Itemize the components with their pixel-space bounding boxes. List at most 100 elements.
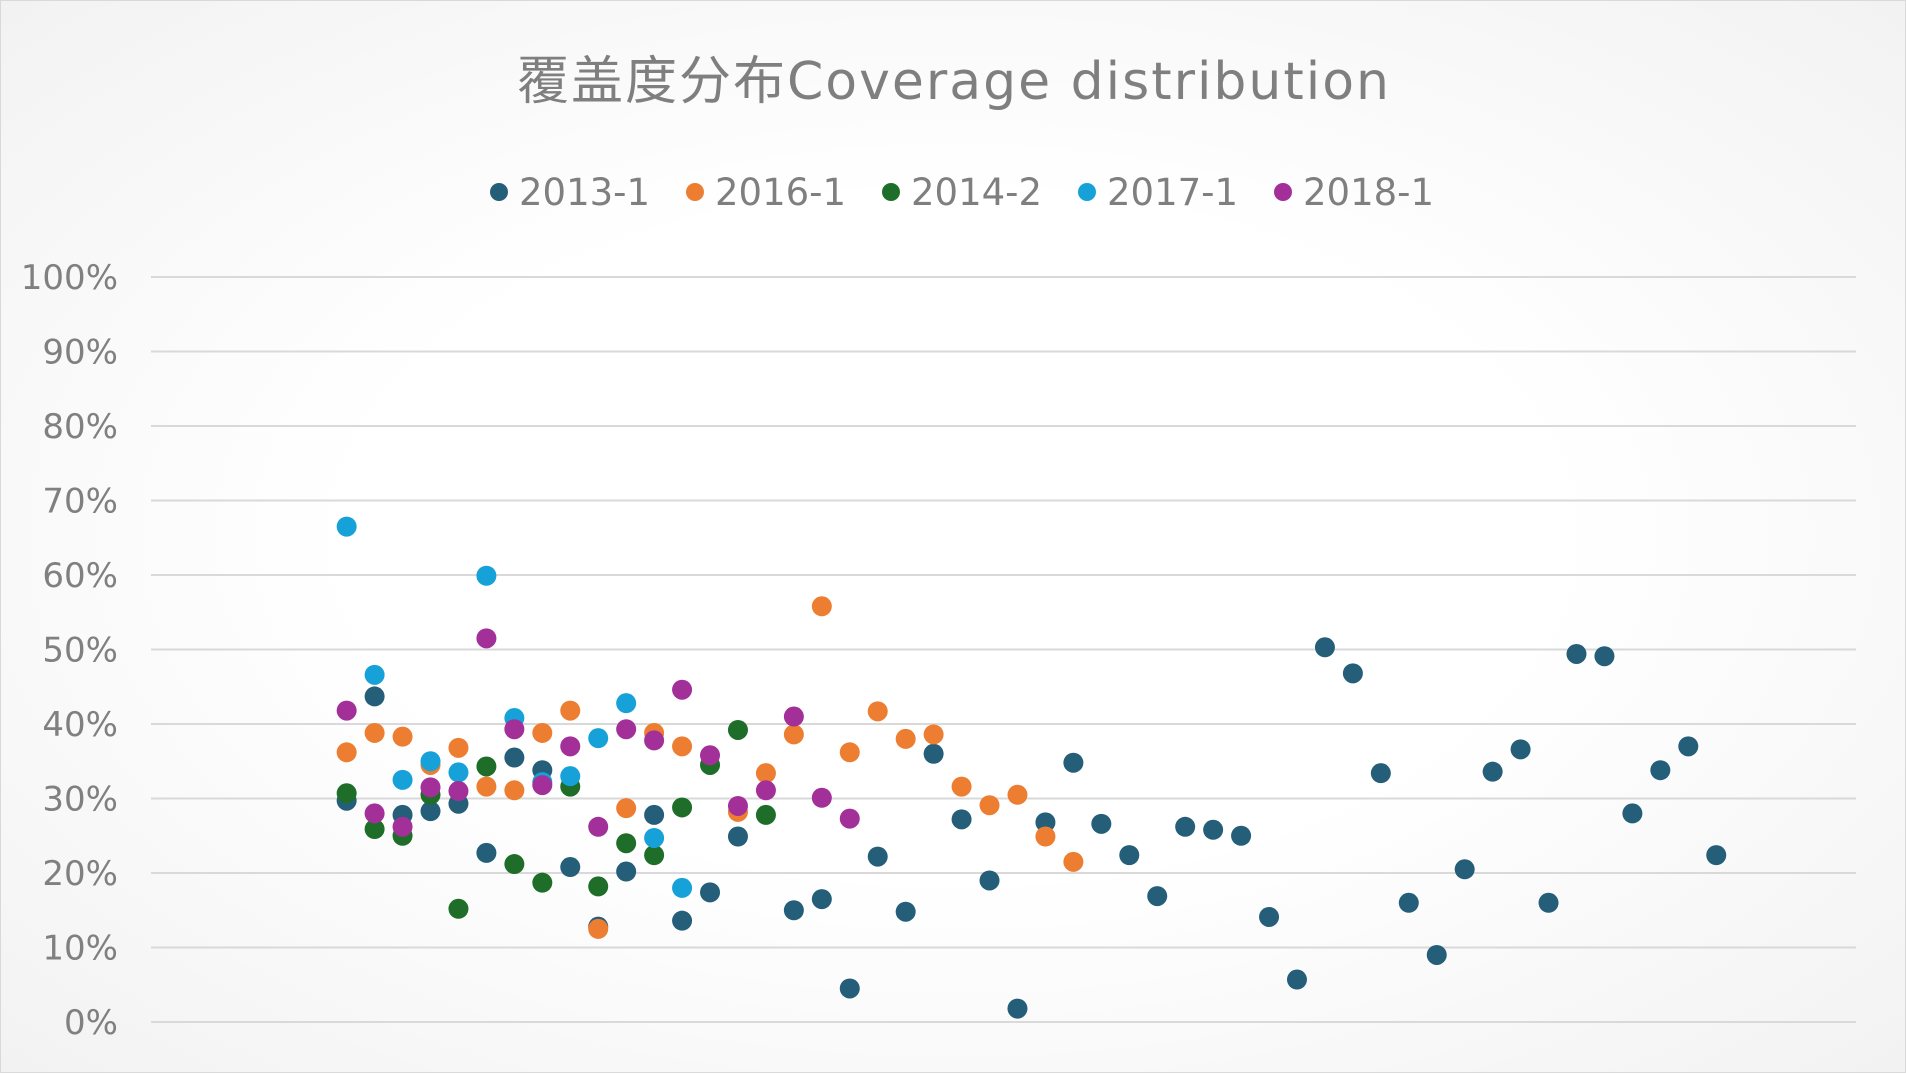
legend-marker bbox=[686, 183, 704, 201]
data-point bbox=[867, 846, 888, 867]
data-point bbox=[672, 679, 693, 700]
data-point bbox=[1203, 819, 1224, 840]
data-point bbox=[951, 809, 972, 830]
data-point bbox=[727, 826, 748, 847]
chart-title: 覆盖度分布Coverage distribution bbox=[517, 52, 1391, 112]
data-point bbox=[867, 701, 888, 722]
legend-item: 2014-2 bbox=[882, 171, 1042, 214]
data-point bbox=[588, 876, 609, 897]
data-point bbox=[1007, 784, 1028, 805]
y-tick-label: 100% bbox=[21, 258, 118, 298]
legend-label: 2018-1 bbox=[1303, 171, 1434, 214]
legend-label: 2016-1 bbox=[715, 171, 846, 214]
data-point bbox=[839, 978, 860, 999]
data-point bbox=[1678, 736, 1699, 757]
data-point bbox=[1454, 859, 1475, 880]
data-point bbox=[672, 736, 693, 757]
data-point bbox=[1622, 803, 1643, 824]
data-point bbox=[1007, 998, 1028, 1019]
data-point bbox=[476, 565, 497, 586]
data-point bbox=[616, 861, 637, 882]
data-point bbox=[1091, 813, 1112, 834]
data-point bbox=[1538, 892, 1559, 913]
data-point bbox=[364, 686, 385, 707]
data-point bbox=[1314, 637, 1335, 658]
data-point bbox=[1231, 825, 1252, 846]
data-point bbox=[1426, 944, 1447, 965]
legend-item: 2017-1 bbox=[1078, 171, 1238, 214]
data-point bbox=[420, 751, 441, 772]
y-axis-tick-labels: 0% 10% 20% 30% 40% 50% 60% 70% 80% 90% 100% bbox=[21, 258, 118, 1043]
legend-item: 2013-1 bbox=[490, 171, 650, 214]
y-tick-label: 60% bbox=[42, 556, 118, 596]
data-point bbox=[923, 743, 944, 764]
data-point bbox=[560, 857, 581, 878]
data-point bbox=[700, 745, 721, 766]
data-point bbox=[588, 728, 609, 749]
legend-label: 2017-1 bbox=[1107, 171, 1238, 214]
data-point bbox=[1035, 826, 1056, 847]
legend-item: 2018-1 bbox=[1274, 171, 1434, 214]
data-point bbox=[895, 728, 916, 749]
y-tick-label: 10% bbox=[42, 929, 118, 969]
data-point bbox=[644, 804, 665, 825]
data-point bbox=[672, 797, 693, 818]
data-point bbox=[783, 724, 804, 745]
data-point bbox=[1594, 646, 1615, 667]
data-point bbox=[1650, 760, 1671, 781]
data-point bbox=[336, 742, 357, 763]
data-point bbox=[560, 736, 581, 757]
data-point bbox=[811, 787, 832, 808]
data-point bbox=[448, 898, 469, 919]
data-point bbox=[1119, 845, 1140, 866]
data-point bbox=[755, 780, 776, 801]
y-tick-label: 0% bbox=[64, 1003, 118, 1043]
data-point bbox=[979, 870, 1000, 891]
data-point bbox=[951, 776, 972, 797]
data-point bbox=[1510, 739, 1531, 760]
data-point bbox=[923, 724, 944, 745]
data-point bbox=[700, 882, 721, 903]
data-point bbox=[727, 795, 748, 816]
data-point bbox=[755, 763, 776, 784]
data-point bbox=[616, 693, 637, 714]
data-point bbox=[644, 827, 665, 848]
y-tick-label: 30% bbox=[42, 780, 118, 820]
data-point bbox=[783, 900, 804, 921]
data-point bbox=[616, 833, 637, 854]
data-point bbox=[1482, 761, 1503, 782]
data-point bbox=[392, 769, 413, 790]
legend-marker bbox=[882, 183, 900, 201]
data-point bbox=[504, 854, 525, 875]
data-point bbox=[532, 775, 553, 796]
data-point bbox=[727, 719, 748, 740]
legend-marker bbox=[1078, 183, 1096, 201]
data-point bbox=[364, 803, 385, 824]
series-2018-1 bbox=[336, 628, 860, 837]
data-point bbox=[364, 819, 385, 840]
data-point bbox=[364, 664, 385, 685]
data-point bbox=[811, 596, 832, 617]
legend-label: 2014-2 bbox=[911, 171, 1042, 214]
data-point bbox=[588, 816, 609, 837]
y-tick-label: 50% bbox=[42, 631, 118, 671]
data-point bbox=[476, 776, 497, 797]
data-point bbox=[532, 872, 553, 893]
data-point bbox=[504, 719, 525, 740]
data-point bbox=[1370, 763, 1391, 784]
data-point bbox=[476, 756, 497, 777]
y-tick-label: 90% bbox=[42, 333, 118, 373]
data-point bbox=[364, 722, 385, 743]
legend-item: 2016-1 bbox=[686, 171, 846, 214]
legend-label: 2013-1 bbox=[519, 171, 650, 214]
data-point bbox=[476, 842, 497, 863]
data-point bbox=[1398, 892, 1419, 913]
data-point bbox=[1063, 752, 1084, 773]
legend-marker bbox=[490, 183, 508, 201]
series-2017-1 bbox=[336, 516, 693, 898]
data-point bbox=[1706, 845, 1727, 866]
data-point bbox=[1286, 969, 1307, 990]
data-point bbox=[644, 730, 665, 751]
